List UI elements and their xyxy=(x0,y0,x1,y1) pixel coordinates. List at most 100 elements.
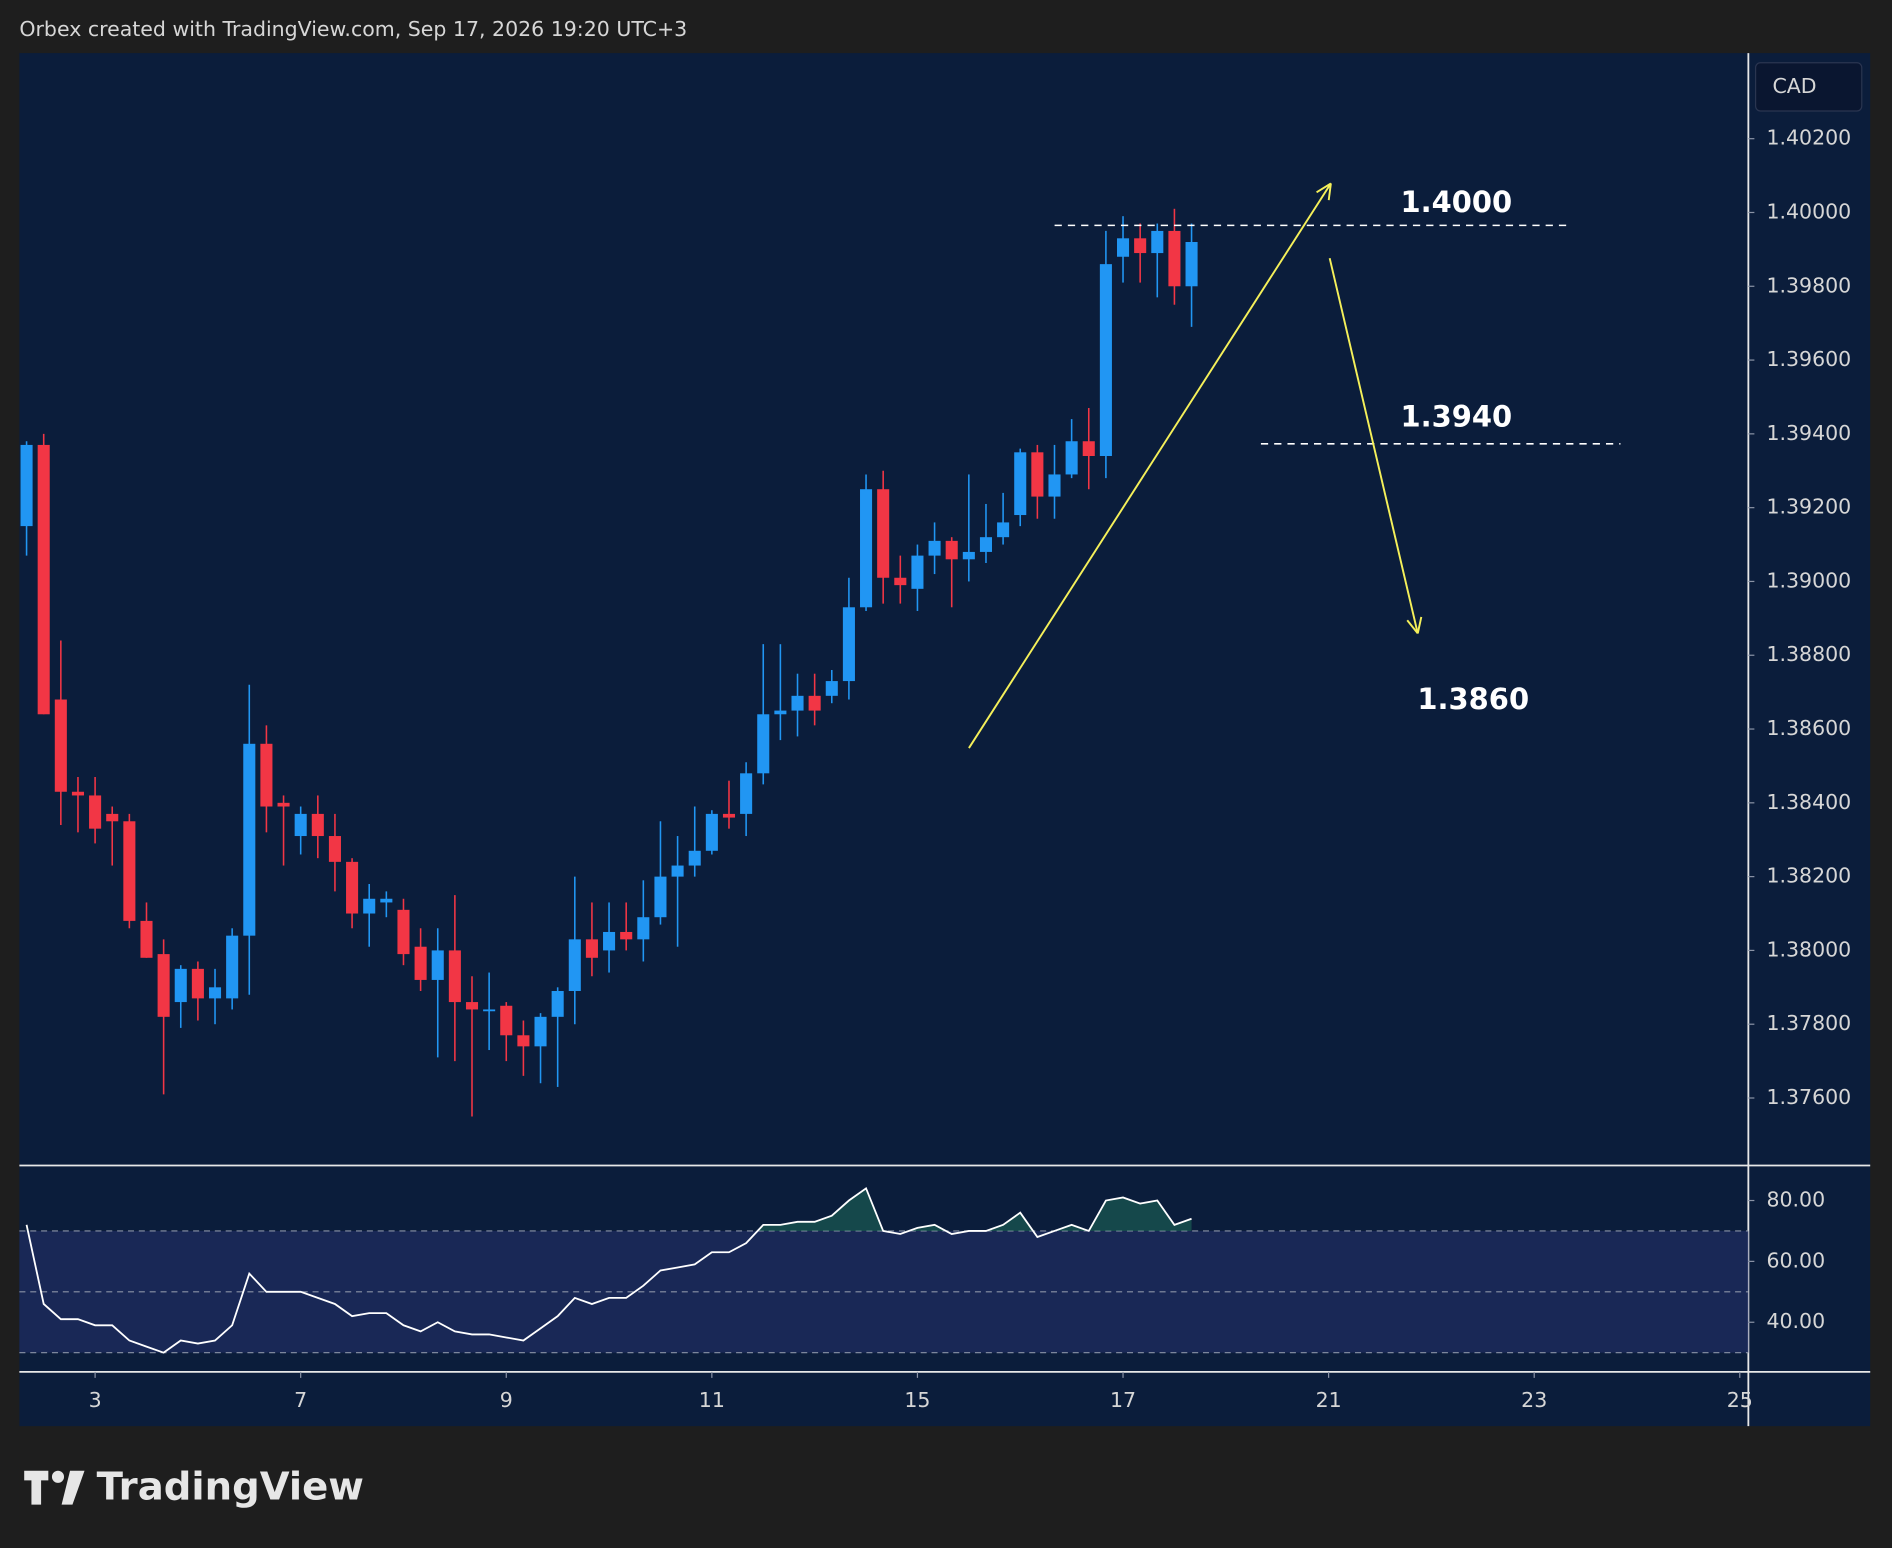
candle-body xyxy=(945,540,958,560)
candle-body xyxy=(1151,230,1164,254)
candle-body xyxy=(20,444,33,527)
arrow xyxy=(968,182,1332,749)
logo: TradingView xyxy=(24,1464,364,1509)
x-tick-label: 15 xyxy=(904,1388,930,1412)
y-tick-label: 1.39600 xyxy=(1766,347,1851,371)
candle-body xyxy=(722,813,736,818)
candle-body xyxy=(243,743,256,936)
candle-body xyxy=(1168,230,1181,287)
y-tick-label: 1.39800 xyxy=(1766,273,1851,297)
candle-body xyxy=(774,710,787,715)
y-tick-label: 40.00 xyxy=(1766,1309,1825,1333)
level-label: 1.4000 xyxy=(1401,185,1513,219)
candle-body xyxy=(860,489,873,608)
candle-body xyxy=(226,935,239,999)
x-tick-label: 17 xyxy=(1110,1388,1136,1412)
candle-body xyxy=(37,444,50,715)
candle-body xyxy=(380,898,393,903)
logo-icon xyxy=(51,1470,65,1483)
candle-body xyxy=(294,813,307,837)
candle-body xyxy=(140,920,153,958)
candle-body xyxy=(894,577,907,586)
candle-body xyxy=(997,522,1010,538)
y-tick-label: 1.40000 xyxy=(1766,199,1851,223)
x-tick-label: 11 xyxy=(699,1388,725,1412)
candle-body xyxy=(825,681,838,696)
x-tick-label: 21 xyxy=(1316,1388,1342,1412)
y-tick-label: 1.38000 xyxy=(1766,937,1851,961)
candle-body xyxy=(808,695,821,711)
candle-body xyxy=(483,1009,496,1012)
header-title: Orbex created with TradingView.com, Sep … xyxy=(19,17,687,41)
logo-icon xyxy=(61,1470,85,1505)
candle-body xyxy=(157,954,170,1017)
y-tick-label: 1.37600 xyxy=(1766,1085,1851,1109)
candle-body xyxy=(928,540,941,556)
y-tick-label: 1.39400 xyxy=(1766,421,1851,445)
candle-body xyxy=(414,946,427,980)
candle-body xyxy=(671,865,684,877)
currency-box[interactable] xyxy=(1754,62,1863,112)
candle-body xyxy=(1185,241,1198,287)
x-tick-label: 3 xyxy=(89,1388,102,1412)
candle-body xyxy=(740,773,753,814)
candle-body xyxy=(191,968,204,999)
candle-body xyxy=(517,1035,530,1047)
candle-body xyxy=(54,699,67,792)
arrow xyxy=(1328,257,1419,634)
candle-body xyxy=(568,939,581,992)
candle-body xyxy=(551,991,564,1017)
candle-body xyxy=(123,821,136,921)
y-tick-label: 1.38800 xyxy=(1766,642,1851,666)
candle-body xyxy=(1116,238,1130,257)
candle-body xyxy=(260,743,273,807)
x-tick-label: 23 xyxy=(1521,1388,1547,1412)
y-tick-label: 1.39000 xyxy=(1766,568,1851,592)
y-tick-label: 80.00 xyxy=(1766,1188,1825,1212)
y-tick-label: 60.00 xyxy=(1766,1248,1825,1272)
candle-body xyxy=(757,714,770,774)
candle-body xyxy=(842,607,855,682)
y-tick-label: 1.39200 xyxy=(1766,495,1851,519)
rsi-line xyxy=(25,1186,1192,1354)
candle-body xyxy=(500,1005,513,1036)
candle-body xyxy=(328,836,341,862)
candle-body xyxy=(688,850,701,866)
candle-body xyxy=(277,802,290,807)
candle-body xyxy=(979,537,993,552)
chart-panel xyxy=(19,53,1871,1427)
candle-body xyxy=(962,551,975,560)
candle-body xyxy=(705,813,718,851)
candle-body xyxy=(106,813,119,822)
candle-body xyxy=(397,909,410,955)
y-tick-label: 1.37800 xyxy=(1766,1011,1851,1035)
y-tick-label: 1.40200 xyxy=(1766,126,1851,150)
candle-body xyxy=(1099,264,1112,457)
candle-body xyxy=(1048,474,1061,497)
arrow-head xyxy=(1316,182,1332,194)
level-label: 1.3860 xyxy=(1417,682,1529,716)
candle-body xyxy=(1082,441,1095,457)
arrow-head xyxy=(1406,619,1419,635)
candle-body xyxy=(911,555,924,589)
x-tick-label: 7 xyxy=(294,1388,307,1412)
candle-body xyxy=(346,861,359,914)
arrow-head xyxy=(1416,616,1423,634)
level-label: 1.3940 xyxy=(1401,400,1513,434)
arrow-head xyxy=(1327,183,1332,201)
logo-icon xyxy=(24,1470,49,1505)
candle-body xyxy=(637,917,650,940)
candle-body xyxy=(71,791,84,796)
x-tick-label: 25 xyxy=(1727,1388,1753,1412)
candle-body xyxy=(534,1016,547,1047)
candle-body xyxy=(448,950,461,1003)
y-tick-label: 1.38400 xyxy=(1766,790,1851,814)
candle-body xyxy=(208,987,222,999)
candle-body xyxy=(89,795,102,829)
candle-body xyxy=(877,489,890,578)
candle-body xyxy=(1031,452,1044,497)
candle-body xyxy=(1065,441,1078,475)
candle-body xyxy=(791,695,804,711)
candle-body xyxy=(1014,452,1027,516)
